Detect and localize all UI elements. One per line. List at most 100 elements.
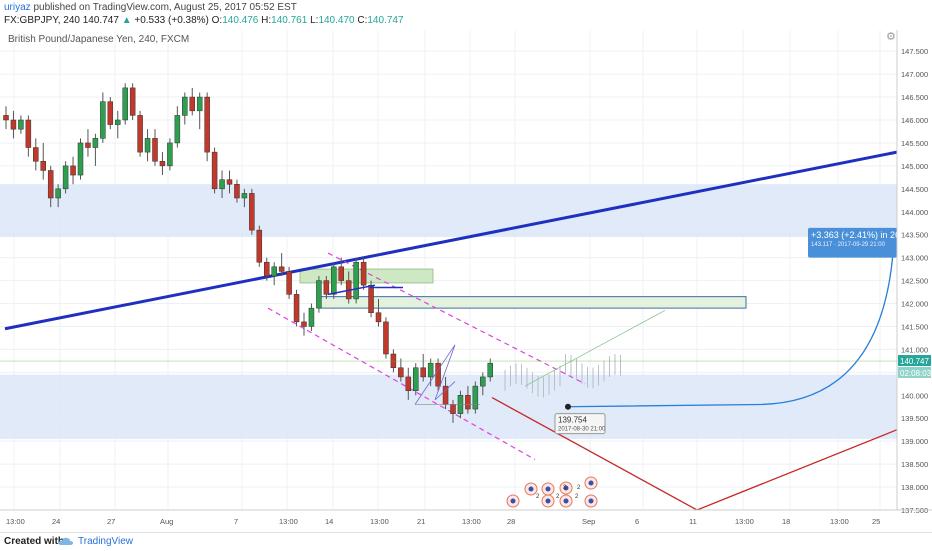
x-tick-label: 13:00: [6, 517, 25, 526]
candle-body: [465, 395, 471, 410]
target-dot: [565, 403, 571, 410]
close-value: 140.747: [367, 15, 404, 26]
y-tick-label: 144.000: [901, 208, 928, 217]
target-price-text: 139.754: [558, 416, 587, 425]
candle-body: [70, 165, 76, 176]
candle-body: [286, 271, 292, 295]
candle-body: [427, 362, 434, 378]
countdown-box: [898, 367, 931, 379]
candle-body: [167, 142, 173, 167]
y-tick-label: 144.500: [901, 185, 928, 194]
candle-body: [33, 147, 39, 162]
low-value: 140.470: [318, 15, 355, 26]
candle-body: [159, 161, 166, 167]
high-label: H:: [261, 15, 272, 26]
candle-body: [323, 280, 330, 295]
x-tick-label: 13:00: [279, 517, 298, 526]
event-badge-flag: [563, 498, 569, 504]
y-tick-label: 143.000: [901, 254, 928, 263]
x-tick-label: 25: [872, 517, 880, 526]
x-tick-label: 13:00: [370, 517, 389, 526]
y-tick-label: 140.000: [901, 391, 928, 400]
projection-sublabel-text: 143.117 · 2017-09-29 21:00: [811, 242, 886, 248]
candle-body: [435, 362, 441, 387]
event-badge-flag: [588, 498, 594, 504]
x-tick-label: 27: [107, 517, 115, 526]
candle-body: [219, 179, 225, 190]
candle-body: [152, 138, 158, 162]
candle-body: [189, 96, 195, 112]
x-tick-label: 11: [689, 517, 697, 526]
candle-body: [204, 96, 210, 153]
candle-body: [40, 161, 46, 171]
y-tick-label: 143.500: [901, 231, 928, 240]
price-chart[interactable]: 139.754 2017-08-30 21:00 +3.363 (+2.41%) i…: [0, 30, 932, 532]
event-count-label: 2: [536, 494, 540, 500]
gear-icon[interactable]: ⚙: [886, 31, 896, 43]
candle-body: [480, 376, 486, 387]
tradingview-cloud-icon: [58, 537, 73, 545]
event-count-label: 2: [577, 485, 581, 491]
candle-body: [211, 151, 218, 190]
up-arrow-icon: ▲: [121, 15, 132, 26]
y-tick-label: 142.500: [901, 277, 928, 286]
y-tick-label: 138.000: [901, 483, 928, 492]
symbol-label: FX:GBPJPY, 240: [4, 15, 80, 26]
x-tick-label: 6: [635, 517, 639, 526]
tradingview-brand[interactable]: TradingView: [78, 536, 134, 547]
x-tick-label: 24: [52, 517, 60, 526]
candle-body: [249, 193, 255, 231]
candle-body: [398, 367, 404, 378]
candle-body: [10, 119, 17, 130]
candle-body: [18, 119, 24, 130]
candle-body: [85, 142, 91, 148]
target-label-box: [554, 413, 606, 435]
candle-body: [368, 284, 374, 313]
candle-body: [450, 404, 456, 414]
y-tick-label: 146.000: [901, 116, 928, 125]
y-tick-label: 139.000: [901, 437, 928, 446]
candle-body: [241, 193, 248, 199]
candle-body: [129, 87, 136, 116]
y-tick-label: 145.000: [901, 162, 928, 171]
y-tick-label: 138.500: [901, 460, 928, 469]
chart-header: uriyaz published on TradingView.com, Aug…: [0, 0, 932, 30]
y-tick-label: 139.500: [901, 414, 928, 423]
candle-body: [174, 115, 181, 144]
rising-trendline: [4, 150, 898, 331]
candle-body: [413, 367, 419, 391]
candle-body: [47, 170, 54, 199]
target-date-text: 2017-08-30 21:00: [558, 427, 606, 433]
candle-body: [405, 376, 412, 391]
y-axis-bg: [897, 30, 932, 532]
candle-body: [144, 138, 151, 153]
candle-body: [196, 96, 203, 112]
candle-body: [293, 294, 300, 323]
arrow-line: [327, 284, 376, 296]
candle-body: [92, 138, 99, 148]
candle-body: [256, 229, 263, 263]
candle-body: [3, 115, 9, 121]
footer: Created with TradingView: [0, 532, 932, 551]
high-value: 140.761: [271, 15, 308, 26]
supply-zone: [0, 184, 897, 237]
candle-body: [234, 183, 240, 199]
candle-body: [271, 266, 277, 277]
y-tick-label: 147.000: [901, 70, 928, 79]
candle-body: [331, 266, 337, 295]
candle-body: [353, 261, 359, 300]
y-tick-label: 147.500: [901, 47, 928, 56]
author-link[interactable]: uriyaz: [4, 2, 31, 13]
event-badge-flag: [545, 498, 551, 504]
publish-info: uriyaz published on TradingView.com, Aug…: [4, 2, 297, 13]
candle-body: [472, 385, 479, 410]
open-label: O:: [211, 15, 223, 26]
candle-body: [100, 101, 106, 139]
last-price-box: [898, 355, 931, 367]
red-projection-up: [696, 429, 898, 511]
created-with-text: Created with: [4, 536, 65, 547]
projection-label-text: +3.363 (+2.41%) in 260: [811, 230, 905, 240]
candle-body: [226, 179, 233, 185]
x-tick-label: 28: [507, 517, 515, 526]
candle-body: [182, 96, 188, 116]
